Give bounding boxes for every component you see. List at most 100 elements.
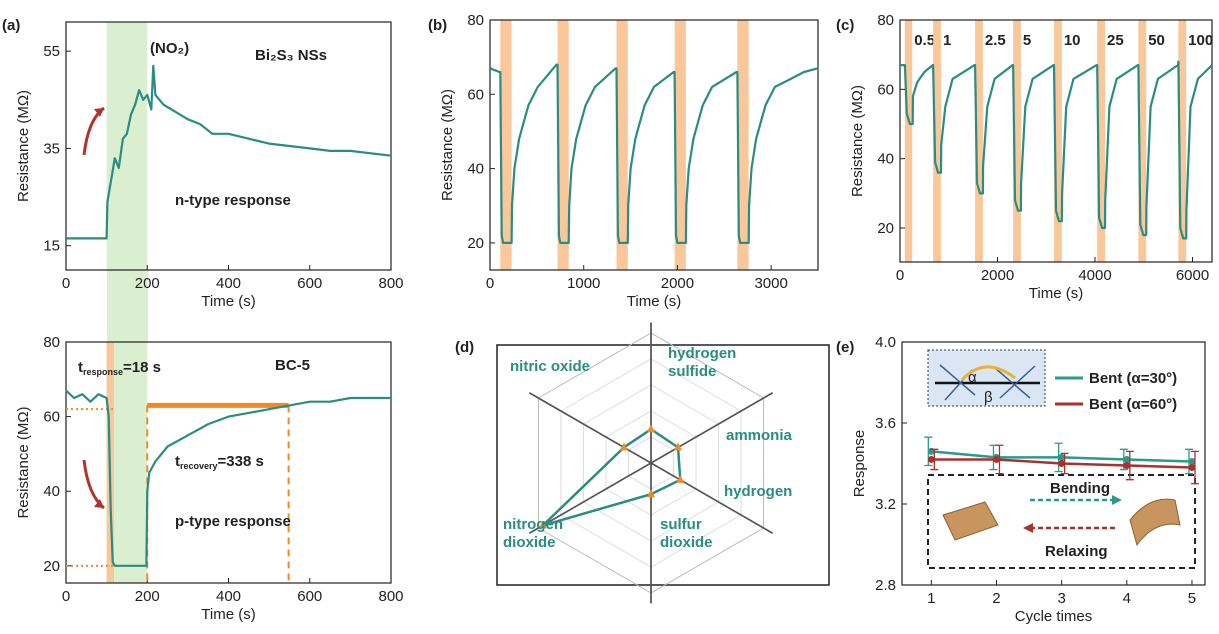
x-axis-label: Time (s) xyxy=(201,293,255,310)
y-axis-label: Resistance (MΩ) xyxy=(15,406,32,518)
y-axis-label: Response xyxy=(851,430,868,498)
y-tick-label: 35 xyxy=(43,140,60,157)
y-tick-label: 20 xyxy=(877,220,894,237)
exposure-band xyxy=(1178,20,1187,262)
plot-frame xyxy=(899,19,1213,263)
exposure-band xyxy=(1054,20,1062,262)
radar-point xyxy=(676,474,685,483)
arrow-head xyxy=(94,108,104,117)
panel-label: (a) xyxy=(2,17,20,34)
band-label: 5 xyxy=(1023,32,1031,49)
inset-arc xyxy=(960,365,1016,382)
x-tick-label: 200 xyxy=(135,588,160,605)
data-point xyxy=(1058,453,1066,461)
data-point xyxy=(1188,464,1196,472)
exposure-band xyxy=(975,20,983,262)
symbol: t xyxy=(175,453,180,470)
text: =18 s xyxy=(123,359,161,376)
y-tick-label: 80 xyxy=(43,334,60,351)
y-tick-label: 40 xyxy=(877,151,894,168)
x-tick-label: 1000 xyxy=(567,275,600,292)
x-axis-label: Cycle times xyxy=(1015,608,1093,625)
panel-label: (c) xyxy=(836,17,854,34)
radar-label: sulfur dioxide xyxy=(660,516,713,551)
y-axis-label: Resistance (MΩ) xyxy=(15,90,32,202)
plot-frame xyxy=(489,19,819,271)
x-tick-label: 2000 xyxy=(981,267,1014,284)
exposure-band xyxy=(674,20,686,270)
radar-point xyxy=(647,424,655,433)
response-time: tresponse=18 s xyxy=(78,359,161,377)
radar-label: nitrogen dioxide xyxy=(503,516,563,551)
x-tick-label: 600 xyxy=(297,275,322,292)
radar-label: nitric oxide xyxy=(510,358,591,375)
radar-polygon xyxy=(542,427,682,527)
x-tick-label: 4 xyxy=(1123,590,1131,607)
molecule: (NO₂) xyxy=(150,40,189,57)
arrow-head xyxy=(94,499,104,508)
x-tick-label: 800 xyxy=(378,275,403,292)
data-point xyxy=(1123,455,1131,463)
x-tick-label: 5 xyxy=(1188,590,1196,607)
exposure-band xyxy=(557,20,569,270)
radar-label: hydrogen sulfide xyxy=(668,345,737,380)
y-tick-label: 2.8 xyxy=(875,577,896,594)
x-tick-label: 400 xyxy=(216,588,241,605)
recovery-time: trecovery=338 s xyxy=(175,453,264,471)
radar-point xyxy=(538,520,547,529)
text: =338 s xyxy=(218,453,264,470)
data-line xyxy=(65,389,391,567)
y-axis-label: Resistance (MΩ) xyxy=(439,89,456,201)
arrow xyxy=(82,459,105,510)
data-line xyxy=(66,64,392,240)
exposure-band xyxy=(904,20,913,262)
subscript: response xyxy=(83,367,123,377)
x-tick-label: 3000 xyxy=(754,275,787,292)
exposure-band xyxy=(1013,20,1021,262)
radar-label: ammonia xyxy=(726,427,792,444)
x-tick-label: 2000 xyxy=(661,275,694,292)
x-axis-label: Time (s) xyxy=(201,606,255,623)
panel-label: (e) xyxy=(836,339,854,356)
band-label: 100 xyxy=(1188,32,1213,49)
arrow xyxy=(82,106,105,156)
inset-symbol: α xyxy=(968,369,977,386)
subscript: recovery xyxy=(180,461,218,471)
y-tick-label: 4.0 xyxy=(875,334,896,351)
y-tick-label: 3.6 xyxy=(875,415,896,432)
x-tick-label: 0 xyxy=(62,588,70,605)
exposure-band xyxy=(737,20,749,270)
y-tick-label: 80 xyxy=(467,12,484,29)
radar-axis xyxy=(529,392,773,534)
exposure-band xyxy=(1097,20,1105,262)
device-bent xyxy=(1129,498,1181,547)
x-tick-label: 0 xyxy=(62,275,70,292)
y-tick-label: 15 xyxy=(43,238,60,255)
y-axis-label: Resistance (MΩ) xyxy=(849,85,866,197)
band-label: 10 xyxy=(1064,32,1081,49)
shade-connector xyxy=(107,270,148,342)
x-tick-label: 200 xyxy=(135,275,160,292)
inset-box xyxy=(927,474,1196,569)
y-tick-label: 60 xyxy=(877,81,894,98)
x-tick-label: 400 xyxy=(216,275,241,292)
data-line xyxy=(489,63,819,244)
data-point xyxy=(1058,460,1066,467)
x-tick-label: 3 xyxy=(1057,590,1065,607)
data-point xyxy=(1188,457,1196,465)
data-point xyxy=(992,455,1000,463)
y-tick-label: 55 xyxy=(43,43,60,60)
y-tick-label: 40 xyxy=(43,483,60,500)
note: p-type response xyxy=(175,513,291,530)
inset-symbol: β xyxy=(984,389,993,406)
x-tick-label: 800 xyxy=(378,588,403,605)
band-label: 25 xyxy=(1107,32,1124,49)
note: n-type response xyxy=(175,192,291,209)
band-label: 50 xyxy=(1148,32,1165,49)
legend-label: Bent (α=60°) xyxy=(1089,396,1177,413)
material: BC-5 xyxy=(275,357,310,374)
y-tick-label: 60 xyxy=(43,409,60,426)
x-tick-label: 1 xyxy=(927,590,935,607)
radar-point xyxy=(619,442,628,451)
